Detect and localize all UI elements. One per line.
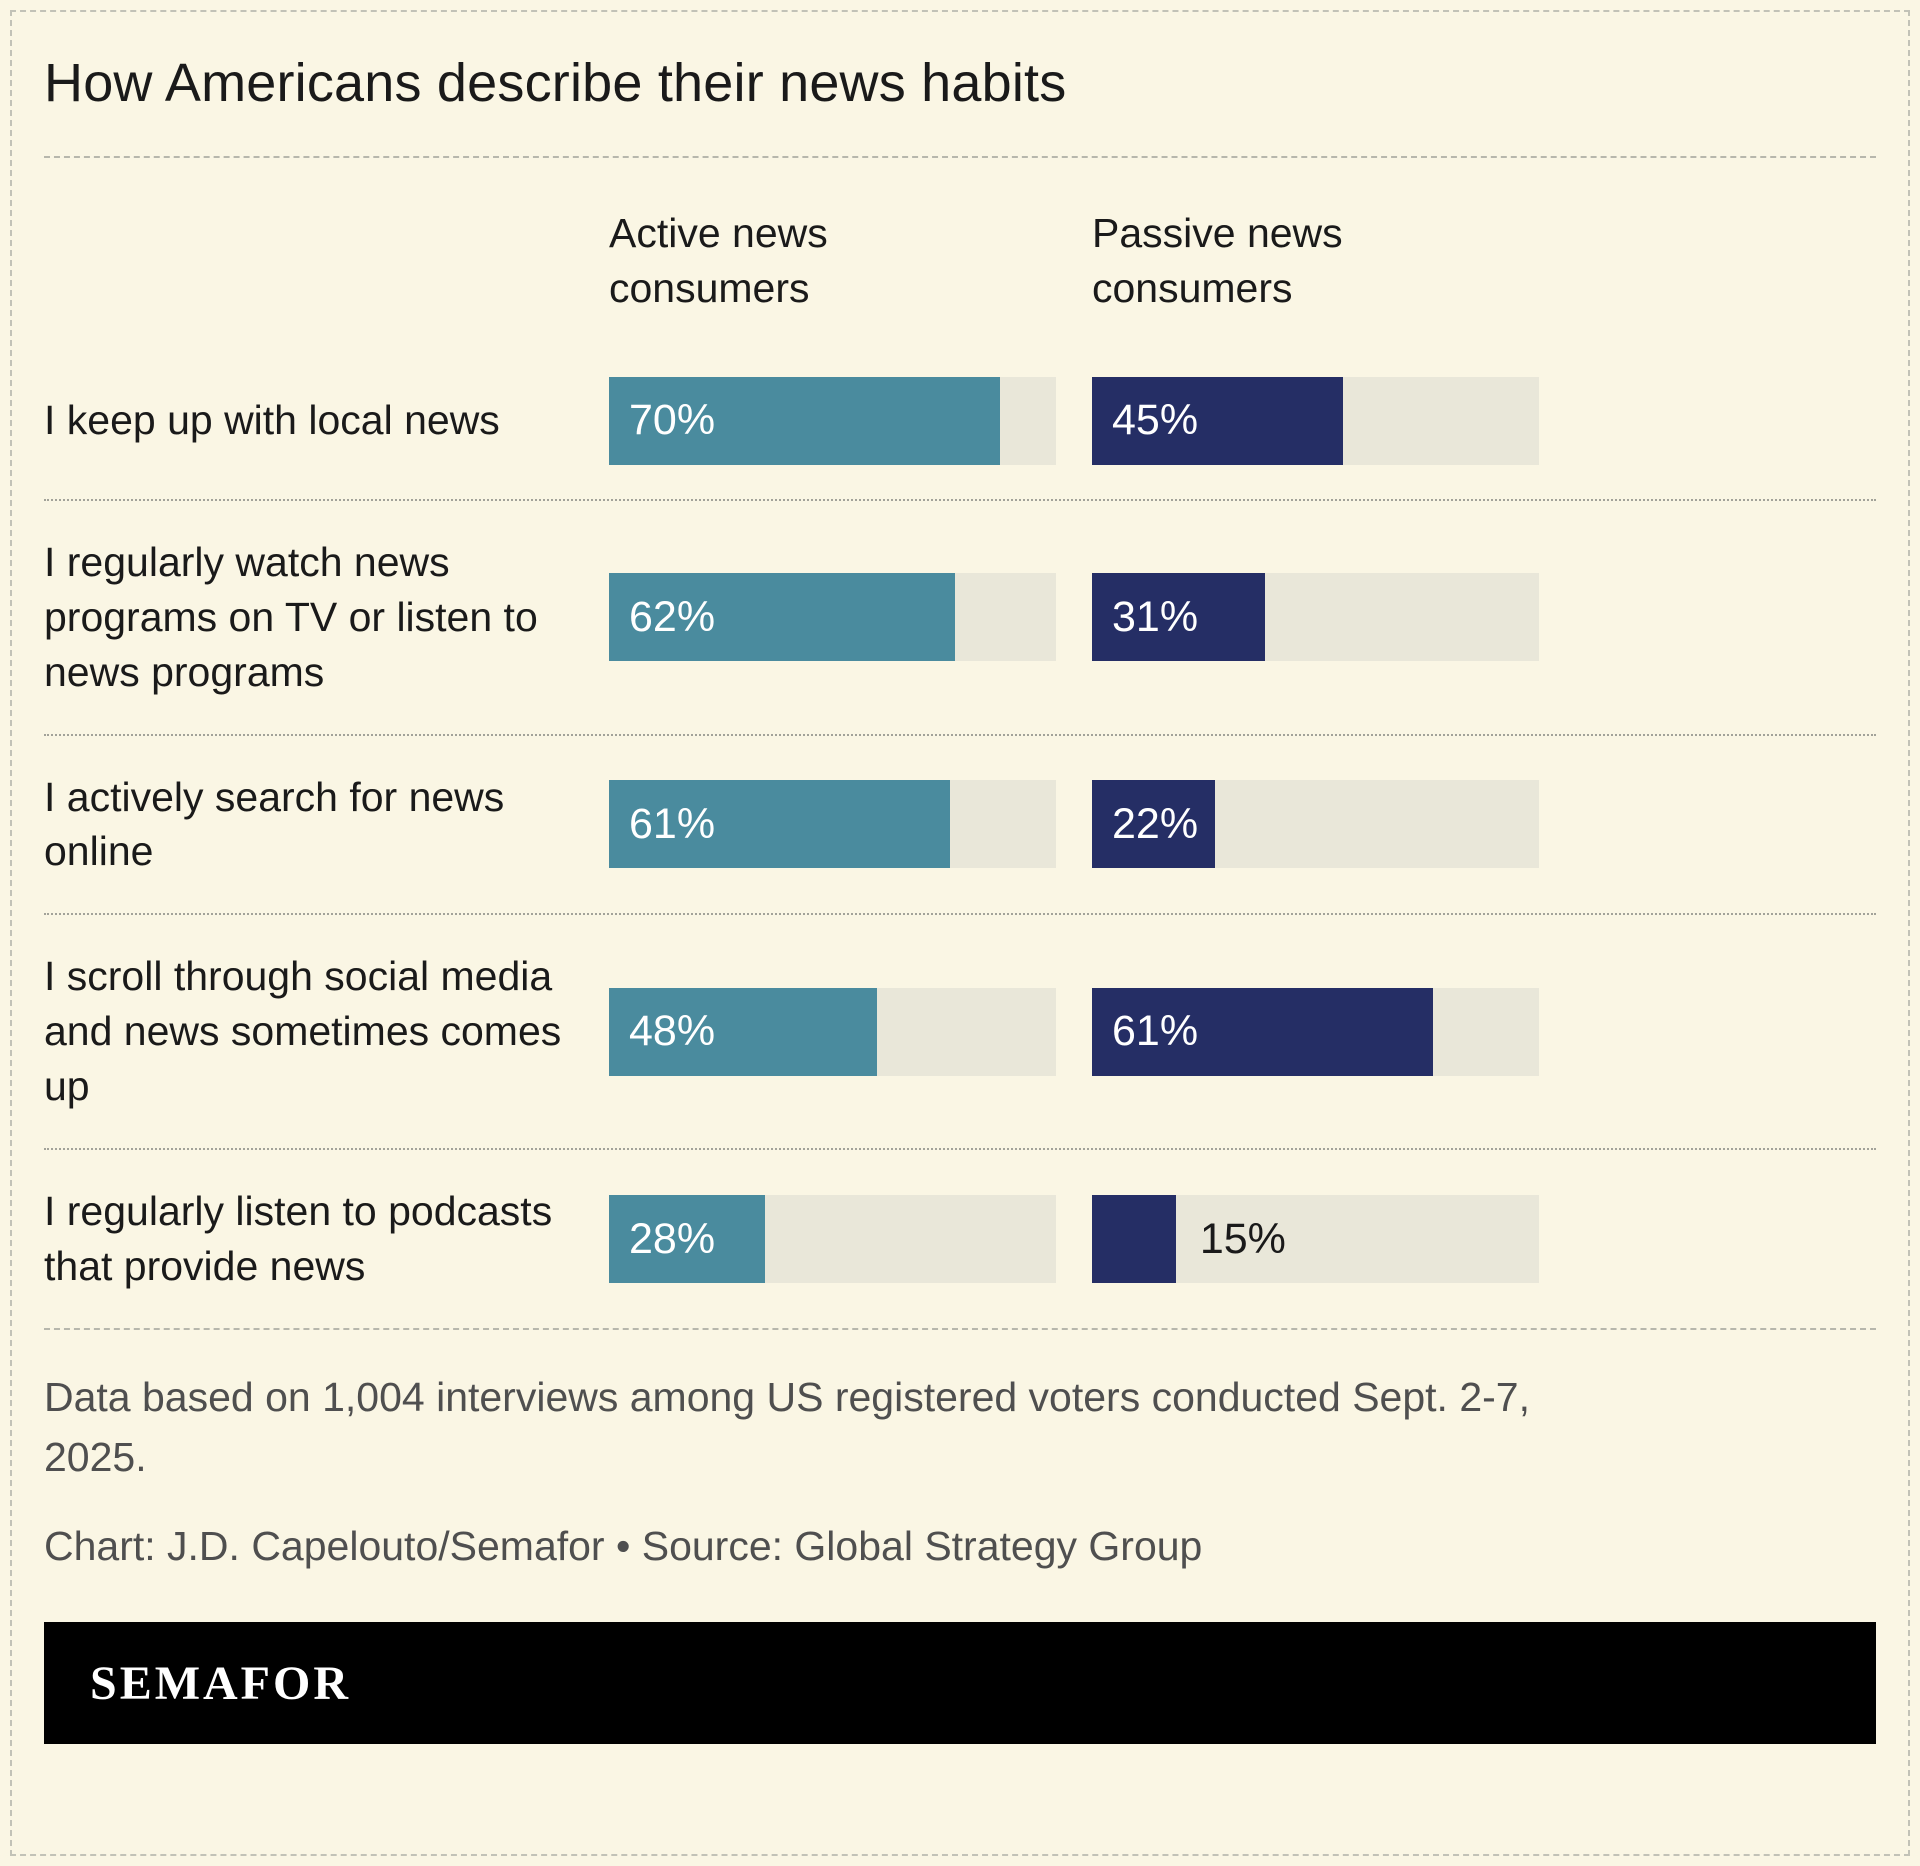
bar-value-label: 61% — [1112, 1007, 1199, 1056]
bar-track: 62% — [609, 573, 1056, 662]
brand-banner: SEMAFOR — [44, 1622, 1876, 1745]
bar: 22% — [1092, 780, 1215, 869]
bar: 31% — [1092, 573, 1266, 662]
chart-rows: I keep up with local news 70% 45% I regular… — [44, 343, 1876, 1328]
column-headers: Active news consumers Passive news consu… — [44, 206, 1876, 317]
bar-track: 31% — [1092, 573, 1539, 662]
separator-top — [44, 156, 1876, 158]
bar: 45% — [1092, 376, 1344, 465]
category-label: I regularly listen to podcasts that prov… — [44, 1188, 553, 1290]
bar: 70% — [609, 376, 1001, 465]
bar: 28% — [609, 1195, 766, 1284]
bar-track: 22% — [1092, 780, 1539, 869]
column-header-active: Active news consumers — [609, 210, 828, 312]
bar-track: 45% — [1092, 376, 1539, 465]
bar-track: 61% — [1092, 987, 1539, 1076]
bar-track: 48% — [609, 987, 1056, 1076]
chart-row: I keep up with local news 70% 45% — [44, 343, 1876, 499]
category-label: I keep up with local news — [44, 397, 500, 444]
chart-title: How Americans describe their news habits — [44, 53, 1067, 113]
bar-value-label: 45% — [1112, 396, 1199, 445]
chart-card: How Americans describe their news habits… — [44, 53, 1876, 1745]
bar-value-label: 62% — [629, 592, 716, 641]
bar: 48% — [609, 987, 878, 1076]
separator-bottom — [44, 1328, 1876, 1331]
bar-value-label: 28% — [629, 1214, 716, 1263]
category-label: I actively search for news online — [44, 773, 505, 875]
chart-row: I regularly listen to podcasts that prov… — [44, 1148, 1876, 1328]
bar-value-label: 61% — [629, 799, 716, 848]
column-header-spacer — [44, 206, 609, 317]
bar-value-label: 31% — [1112, 592, 1199, 641]
chart-row: I scroll through social media and news s… — [44, 913, 1876, 1148]
chart-row: I actively search for news online 61% 22% — [44, 733, 1876, 914]
bar-value-label: 22% — [1112, 799, 1199, 848]
bar: 62% — [609, 573, 956, 662]
category-label: I scroll through social media and news s… — [44, 953, 562, 1110]
data-note: Data based on 1,004 interviews among US … — [44, 1374, 1530, 1480]
chart-row: I regularly watch news programs on TV or… — [44, 498, 1876, 734]
bar-track: 61% — [609, 780, 1056, 869]
bar-track: 28% — [609, 1195, 1056, 1284]
bar-track: 15% — [1092, 1195, 1539, 1284]
semafor-logo: SEMAFOR — [90, 1656, 351, 1710]
bar-track: 70% — [609, 376, 1056, 465]
category-label: I regularly watch news programs on TV or… — [44, 538, 538, 695]
chart-notes: Data based on 1,004 interviews among US … — [44, 1368, 1534, 1576]
bar: 61% — [1092, 987, 1433, 1076]
bar-value-label: 15% — [1199, 1214, 1286, 1263]
bar-value-label: 48% — [629, 1007, 716, 1056]
column-header-passive: Passive news consumers — [1092, 210, 1343, 312]
bar — [1092, 1195, 1176, 1284]
credit-note: Chart: J.D. Capelouto/Semafor • Source: … — [44, 1522, 1203, 1569]
bar: 61% — [609, 780, 950, 869]
bar-value-label: 70% — [629, 396, 716, 445]
